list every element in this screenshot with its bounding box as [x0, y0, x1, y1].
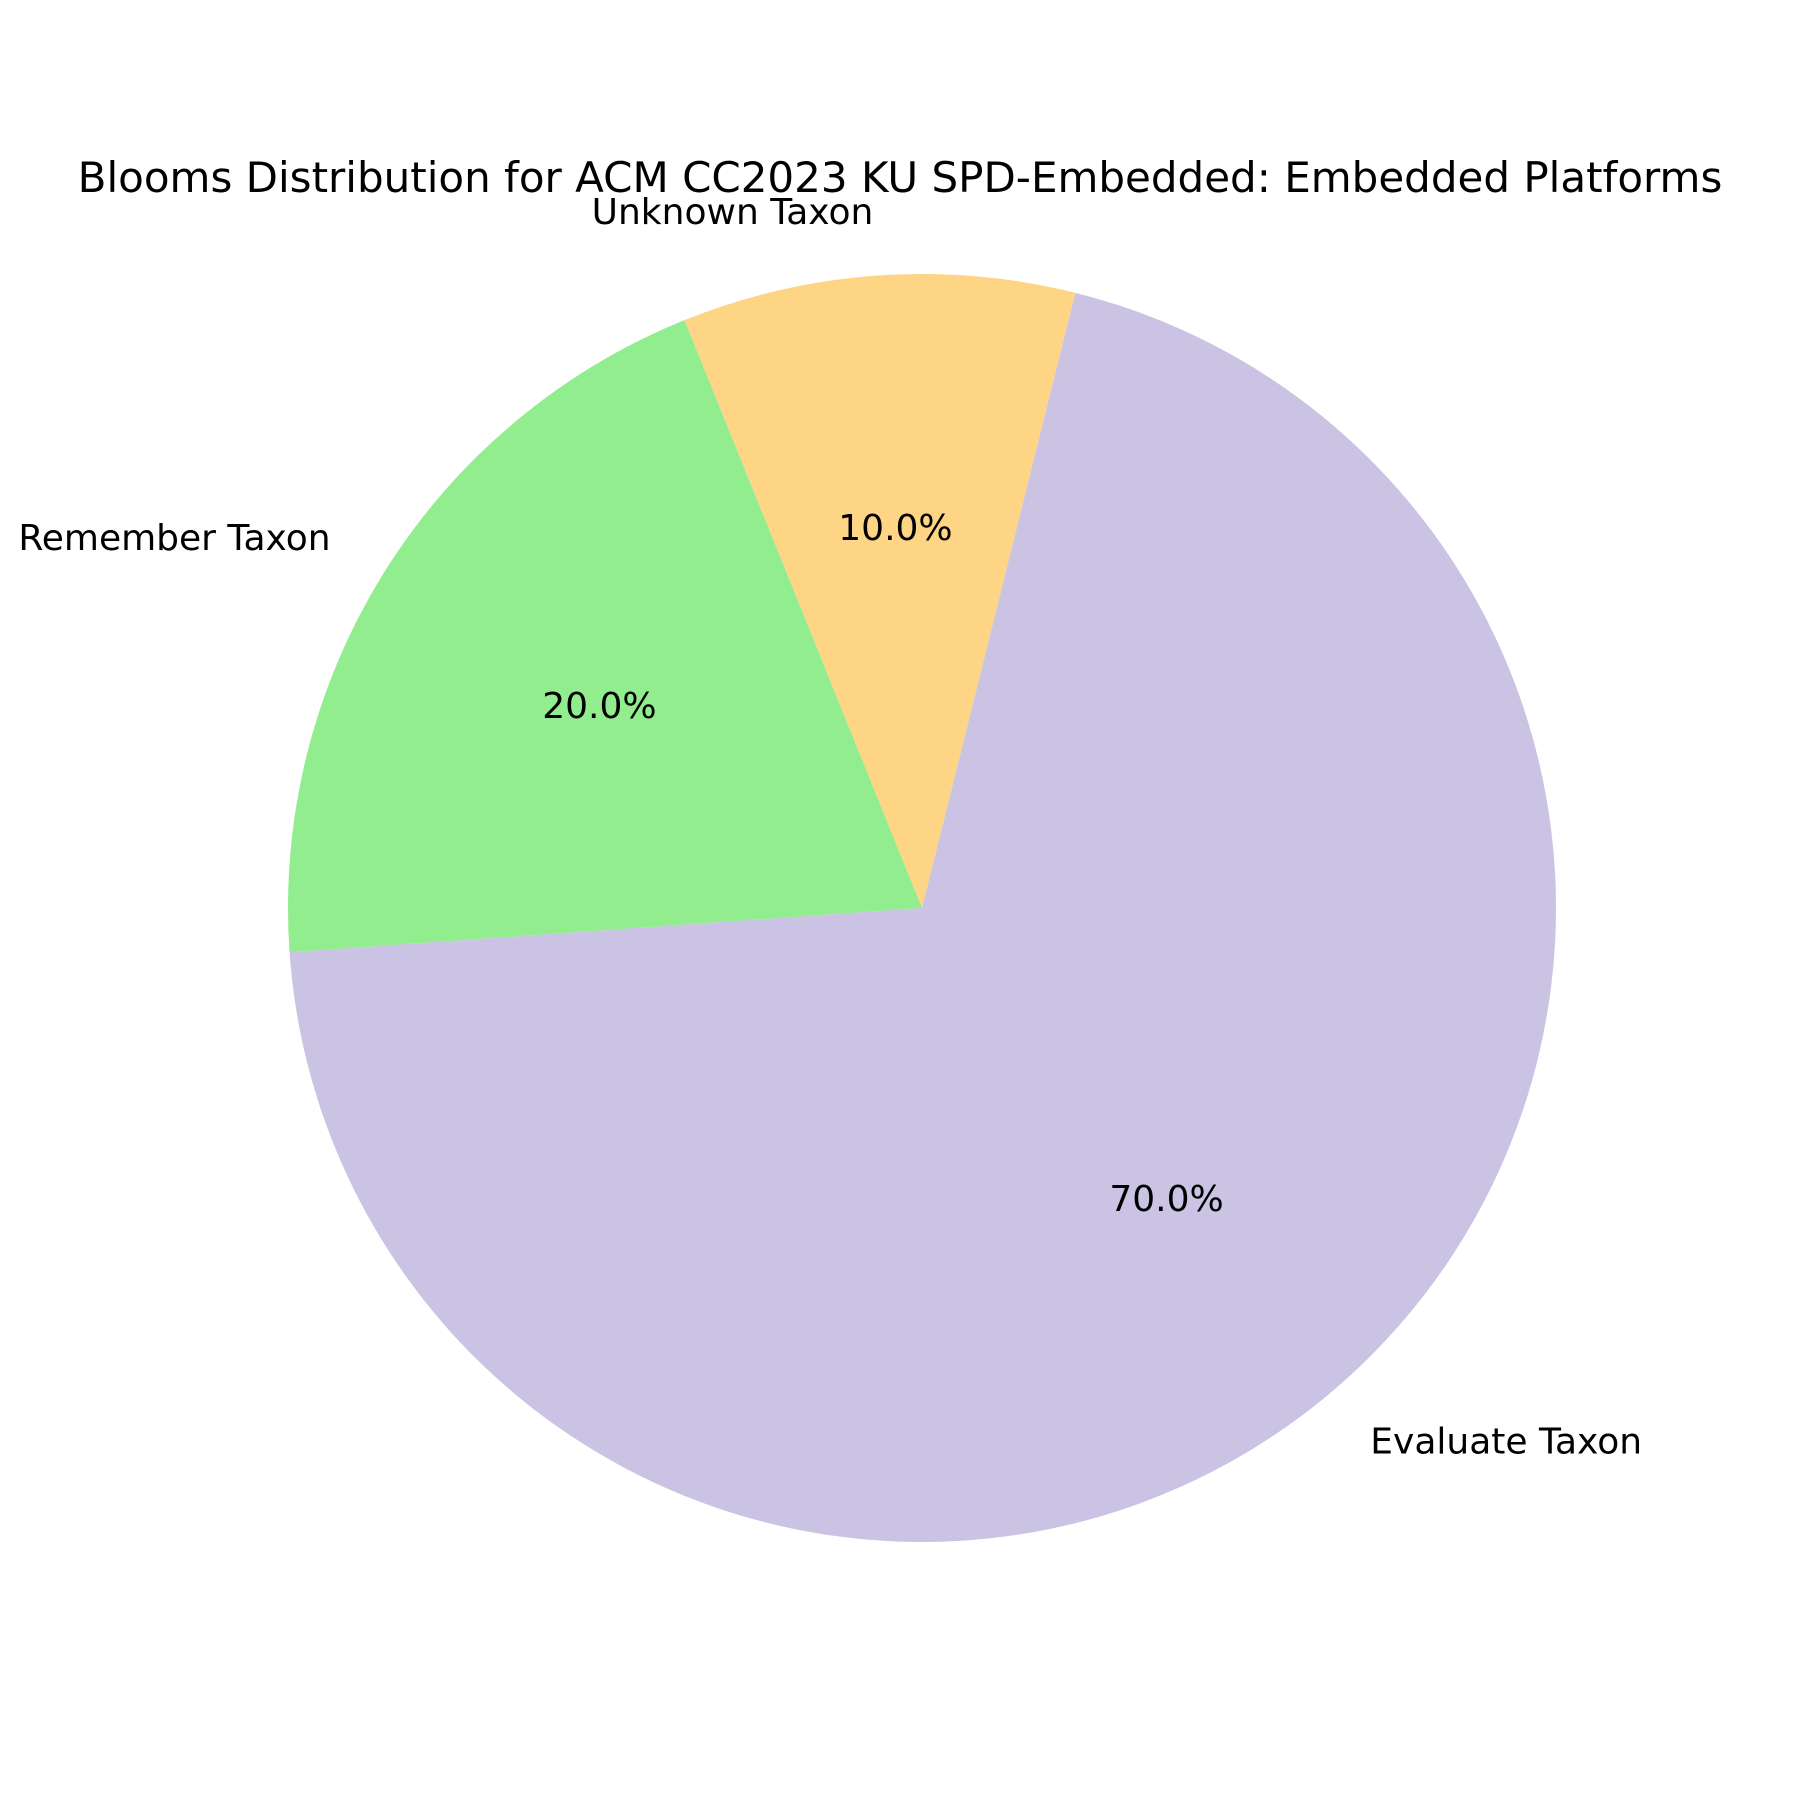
pct-label-unknown-taxon: 10.0%	[838, 508, 952, 549]
slice-label-unknown-taxon: Unknown Taxon	[592, 192, 874, 233]
slice-label-evaluate-taxon: Evaluate Taxon	[1370, 1422, 1642, 1463]
pie-slices	[288, 273, 1557, 1543]
chart-title: Blooms Distribution for ACM CC2023 KU SP…	[78, 153, 1723, 202]
pie-slice-evaluate-taxon	[289, 292, 1557, 1543]
slice-label-remember-taxon: Remember Taxon	[18, 518, 330, 559]
pie-slice-unknown-taxon	[684, 273, 1076, 908]
pct-label-evaluate-taxon: 70.0%	[1109, 1179, 1223, 1220]
pie-labels: Unknown Taxon 10.0% Remember Taxon 20.0% Eva…	[18, 192, 1642, 1463]
pct-label-remember-taxon: 20.0%	[542, 686, 656, 727]
pie-slice-remember-taxon	[288, 320, 922, 953]
